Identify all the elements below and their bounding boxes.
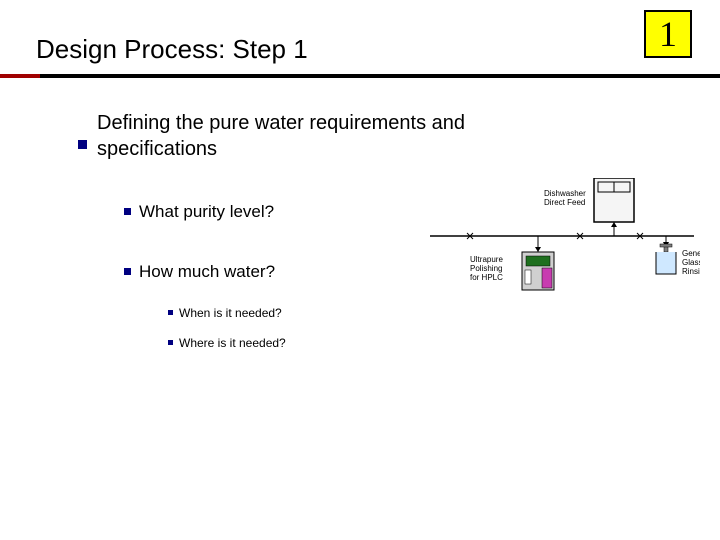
title-underline <box>0 74 720 78</box>
bullet-level3-0: When is it needed? <box>168 306 282 320</box>
bullet-l3-text: When is it needed? <box>179 306 282 320</box>
square-bullet-icon <box>78 140 87 149</box>
bullet-l1-text: Defining the pure water requirements and… <box>97 110 537 162</box>
bullet-l2-text: What purity level? <box>139 202 274 221</box>
rule-black-segment <box>40 74 720 78</box>
svg-text:DishwasherDirect Feed: DishwasherDirect Feed <box>544 189 586 207</box>
bullet-l3-text: Where is it needed? <box>179 336 286 350</box>
step-number-badge: 1 <box>644 10 692 58</box>
square-bullet-icon <box>168 340 173 345</box>
bullet-level3-1: Where is it needed? <box>168 336 286 350</box>
slide-title: Design Process: Step 1 <box>36 34 308 65</box>
svg-text:GeneralGlasswareRinsing: GeneralGlasswareRinsing <box>682 249 700 276</box>
bullet-level2-0: What purity level? <box>124 202 274 222</box>
square-bullet-icon <box>168 310 173 315</box>
bullet-level2-1: How much water? <box>124 262 275 282</box>
water-system-diagram: DishwasherDirect Feed UltrapurePolishingf… <box>430 178 700 318</box>
bullet-level1: Defining the pure water requirements and… <box>78 110 558 162</box>
svg-text:UltrapurePolishingfor HPLC: UltrapurePolishingfor HPLC <box>470 255 503 282</box>
square-bullet-icon <box>124 268 131 275</box>
step-number: 1 <box>659 13 677 55</box>
square-bullet-icon <box>124 208 131 215</box>
rule-red-segment <box>0 74 40 78</box>
bullet-l2-text: How much water? <box>139 262 275 281</box>
